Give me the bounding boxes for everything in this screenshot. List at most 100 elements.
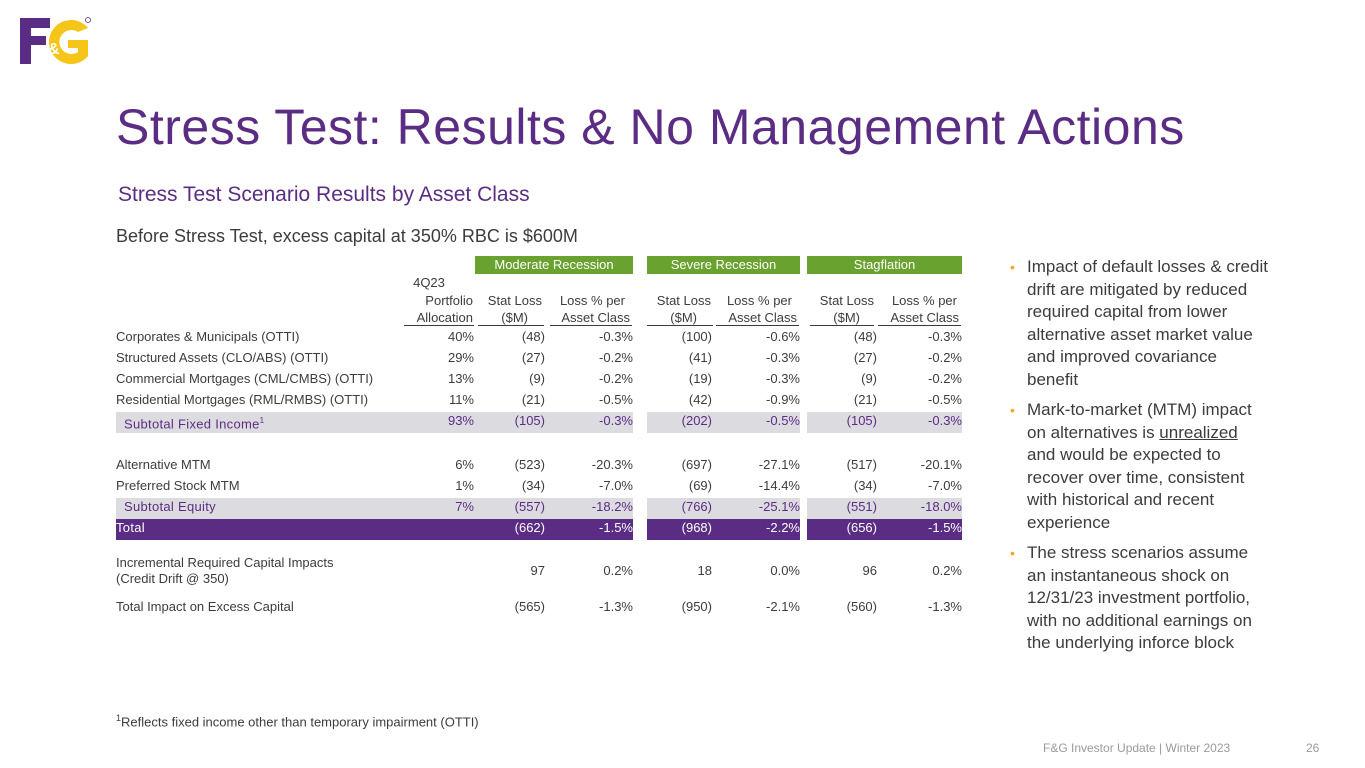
total-row-bg [647,519,800,540]
header-stat-loss: Stat Loss [819,293,874,308]
value-cell: (48) [853,329,877,344]
header-loss-pct: Loss % per [891,293,957,308]
bullet-dot-icon: • [1010,545,1015,561]
value-cell: 96 [862,563,877,578]
group-header-moderate: Moderate Recession [475,256,633,274]
value-cell: (950) [681,599,712,614]
value-cell: (517) [846,457,877,472]
value-cell: -18.2% [591,499,633,514]
value-cell: 0.0% [770,563,800,578]
value-cell: (34) [521,478,545,493]
value-cell: -18.0% [920,499,962,514]
bullet-text-emphasis: unrealized [1159,422,1238,442]
allocation-cell: 93% [447,413,474,428]
total-row-bg [807,519,962,540]
value-cell: -0.5% [766,413,800,428]
value-cell: 0.2% [603,563,633,578]
value-cell: (19) [688,371,712,386]
header-underline [478,325,544,326]
row-label: Subtotal Fixed Income1 [124,416,265,432]
value-cell: (21) [521,392,545,407]
subtotal-row-bg [116,412,633,433]
value-cell: -0.3% [599,329,633,344]
header-loss-pct-unit: Asset Class [890,310,959,325]
value-cell: (27) [853,350,877,365]
bullet-dot-icon: • [1010,402,1015,418]
bullet-text-pre: Mark-to-market (MTM) impact on alternati… [1027,400,1252,442]
value-cell: -7.0% [928,478,962,493]
value-cell: (551) [846,499,877,514]
value-cell: -2.2% [766,520,800,535]
superscript: 1 [259,416,265,425]
value-cell: (766) [681,499,712,514]
value-cell: 0.2% [932,563,962,578]
value-cell: (557) [514,499,545,514]
header-underline [550,325,632,326]
value-cell: -0.2% [928,371,962,386]
value-cell: -0.9% [766,392,800,407]
value-cell: -0.3% [928,413,962,428]
value-cell: -0.2% [599,350,633,365]
header-stat-loss-unit: ($M) [670,310,697,325]
value-cell: -1.3% [599,599,633,614]
value-cell: 97 [530,563,545,578]
value-cell: (656) [846,520,877,535]
subtotal-row-bg [807,412,962,433]
header-loss-pct-unit: Asset Class [728,310,797,325]
group-header-severe: Severe Recession [647,256,800,274]
header-loss-pct: Loss % per [559,293,625,308]
value-cell: (105) [514,413,545,428]
allocation-cell: 13% [447,371,474,386]
value-cell: (9) [529,371,545,386]
header-underline [647,325,713,326]
row-label: Total Impact on Excess Capital [116,599,294,614]
row-label-line2: (Credit Drift @ 350) [116,571,229,586]
value-cell: -7.0% [599,478,633,493]
value-cell: (41) [688,350,712,365]
value-cell: (560) [846,599,877,614]
bullet-item: • The stress scenarios assume an instant… [1010,542,1270,655]
value-cell: -0.3% [928,329,962,344]
row-label: Alternative MTM [116,457,211,472]
allocation-cell: 29% [447,350,474,365]
header-underline [878,325,961,326]
value-cell: 18 [697,563,712,578]
value-cell: -1.5% [599,520,633,535]
value-cell: (202) [681,413,712,428]
value-cell: -27.1% [758,457,800,472]
value-cell: (27) [521,350,545,365]
row-label: Incremental Required Capital Impacts (Cre… [116,555,334,586]
bullet-item: • Impact of default losses & credit drif… [1010,256,1270,391]
allocation-cell: 11% [448,392,474,407]
header-underline [716,325,799,326]
fg-logo: & [20,16,92,68]
value-cell: -0.3% [766,371,800,386]
value-cell: (565) [514,599,545,614]
row-label: Commercial Mortgages (CML/CMBS) (OTTI) [116,371,374,386]
value-cell: -20.3% [591,457,633,472]
row-label: Corporates & Municipals (OTTI) [116,329,300,344]
row-label: Residential Mortgages (RML/RMBS) (OTTI) [116,392,369,407]
value-cell: (968) [681,520,712,535]
header-stat-loss-unit: ($M) [833,310,860,325]
bullet-list: • Impact of default losses & credit drif… [1010,256,1270,663]
subtotal-row-bg [647,498,800,519]
bullet-text-post: and would be expected to recover over ti… [1027,445,1245,532]
header-stat-loss: Stat Loss [656,293,711,308]
value-cell: -0.6% [766,329,800,344]
value-cell: (105) [846,413,877,428]
value-cell: -0.5% [599,392,633,407]
value-cell: -0.2% [599,371,633,386]
header-loss-pct-unit: Asset Class [561,310,630,325]
subtotal-row-bg [116,498,633,519]
value-cell: -25.1% [758,499,800,514]
footnote: 1Reflects fixed income other than tempor… [116,713,479,730]
row-label: Subtotal Equity [124,499,216,514]
value-cell: (34) [853,478,877,493]
value-cell: -0.2% [928,350,962,365]
svg-text:&: & [48,41,60,58]
header-loss-pct: Loss % per [726,293,792,308]
value-cell: (100) [681,329,712,344]
footer-text: F&G Investor Update | Winter 2023 [1043,741,1231,755]
total-row-bg [116,519,633,540]
